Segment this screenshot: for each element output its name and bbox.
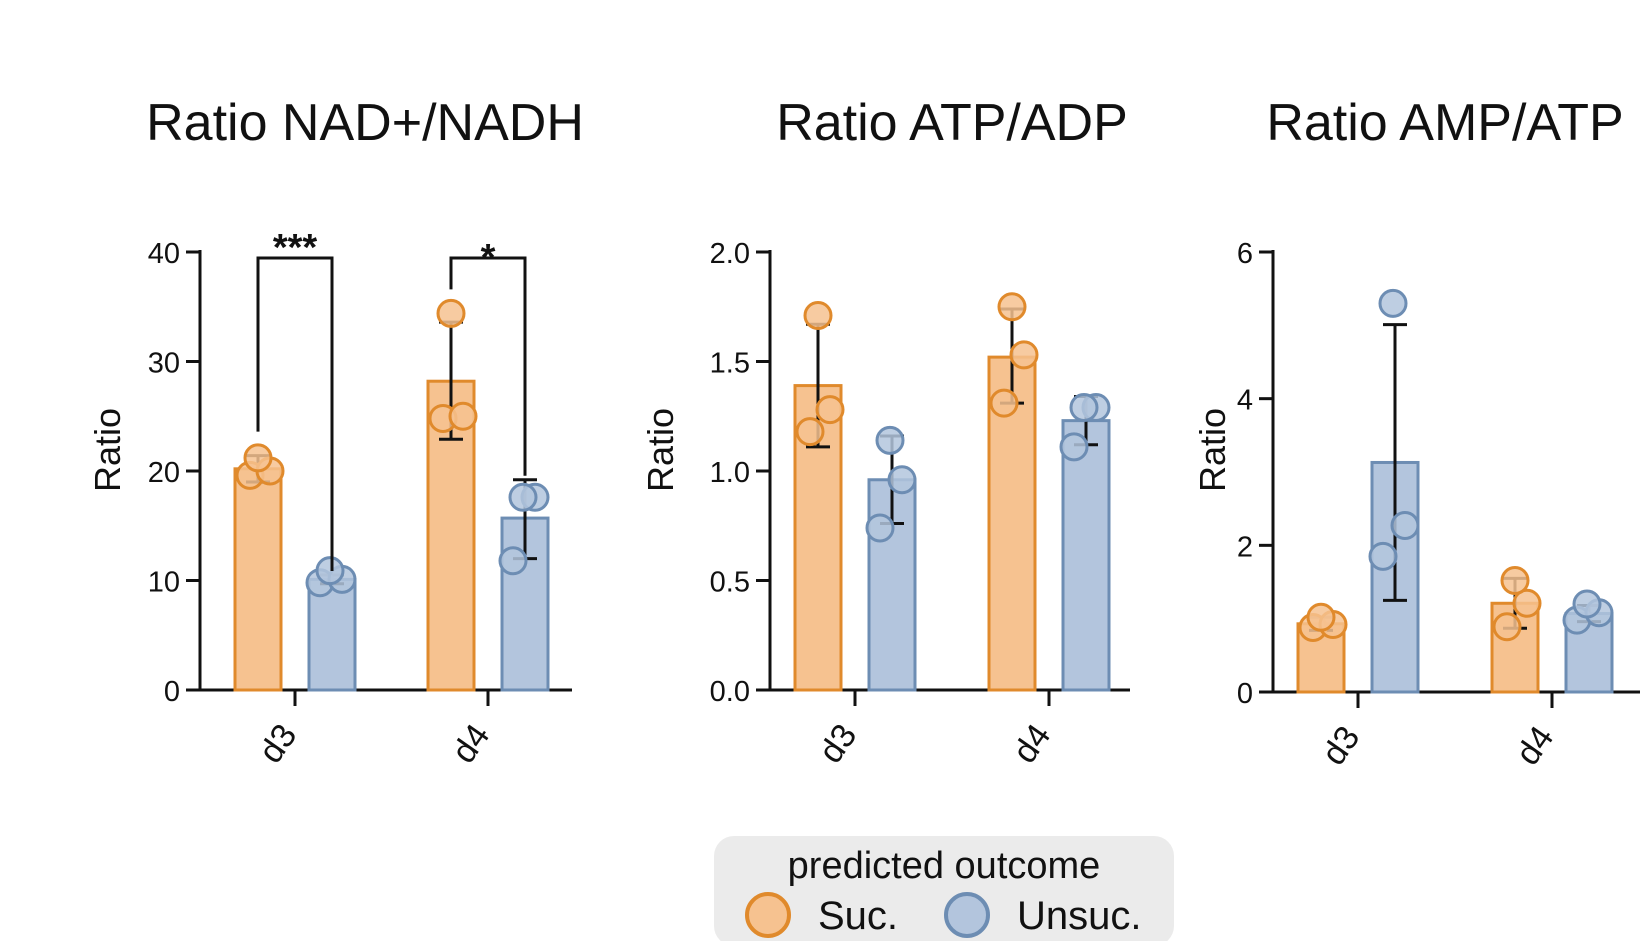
data-point	[448, 401, 478, 431]
y-tick-label: 1.0	[710, 457, 750, 489]
chart-panel-nad-nadh: Ratio NAD+/NADH Ratio 0 10 20 30 40 d3 d…	[87, 94, 584, 770]
data-point	[875, 425, 905, 455]
y-tick-label: 0.5	[710, 567, 750, 599]
legend-background	[714, 836, 1174, 941]
x-tick-label-d3: d3	[252, 717, 305, 770]
data-point	[887, 465, 917, 495]
x-tick-label-d3: d3	[1315, 719, 1368, 772]
legend: predicted outcome Suc. Unsuc.	[714, 836, 1174, 941]
bar-suc-d3	[233, 467, 283, 692]
data-point	[795, 417, 825, 447]
bar-unsuc-d4	[1061, 419, 1111, 692]
data-point	[1390, 511, 1420, 541]
y-tick-label: 40	[148, 238, 180, 270]
data-point	[865, 513, 895, 543]
y-tick-label: 0	[1237, 678, 1253, 710]
data-point	[315, 556, 345, 586]
data-point	[436, 298, 466, 328]
chart-title: Ratio NAD+/NADH	[146, 94, 584, 152]
x-tick-label-d3: d3	[812, 717, 865, 770]
data-point	[1512, 588, 1542, 618]
data-point	[508, 482, 538, 512]
y-tick-label: 30	[148, 348, 180, 380]
y-tick-label: 20	[148, 457, 180, 489]
legend-swatch-unsuc	[944, 892, 990, 938]
legend-title: predicted outcome	[788, 845, 1101, 887]
x-tick-label-d4: d4	[445, 717, 498, 770]
data-point	[1009, 340, 1039, 370]
chart-title: Ratio AMP/ATP	[1266, 94, 1623, 152]
data-point	[1500, 566, 1530, 596]
y-tick-label: 2	[1237, 531, 1253, 563]
data-point	[989, 388, 1019, 418]
chart-panel-amp-atp: Ratio AMP/ATP Ratio 0 2 4 6 d3 d4	[1192, 94, 1640, 772]
y-tick-label: 1.5	[710, 348, 750, 380]
y-tick-label: 0.0	[710, 676, 750, 708]
significance-bracket	[256, 256, 334, 572]
y-axis-label: Ratio	[1192, 408, 1233, 492]
data-point	[1069, 392, 1099, 422]
bar-unsuc-d3	[307, 577, 357, 692]
chart-title: Ratio ATP/ADP	[776, 94, 1128, 152]
legend-label-suc: Suc.	[818, 894, 898, 938]
data-point	[1306, 602, 1336, 632]
data-point	[1378, 288, 1408, 318]
data-point	[1368, 541, 1398, 571]
x-tick-label-d4: d4	[1006, 717, 1059, 770]
y-axis-label: Ratio	[640, 408, 681, 492]
y-axis-label: Ratio	[87, 408, 128, 492]
data-point	[997, 292, 1027, 322]
data-point	[243, 443, 273, 473]
data-point	[1059, 432, 1089, 462]
legend-label-unsuc: Unsuc.	[1017, 894, 1142, 938]
y-tick-label: 6	[1237, 238, 1253, 270]
data-point	[803, 301, 833, 331]
legend-swatch-suc	[745, 892, 791, 938]
y-tick-label: 10	[148, 567, 180, 599]
data-point	[1572, 589, 1602, 619]
data-point	[815, 395, 845, 425]
x-tick-label-d4: d4	[1509, 719, 1562, 772]
y-tick-label: 4	[1237, 385, 1253, 417]
chart-panel-atp-adp: Ratio ATP/ADP Ratio 0.0 0.5 1.0 1.5 2.0 …	[640, 94, 1130, 770]
data-point	[1492, 612, 1522, 642]
y-tick-label: 0	[164, 676, 180, 708]
data-point	[498, 546, 528, 576]
significance-label-d3: ***	[273, 227, 318, 269]
y-tick-label: 2.0	[710, 238, 750, 270]
significance-bracket	[449, 256, 527, 476]
